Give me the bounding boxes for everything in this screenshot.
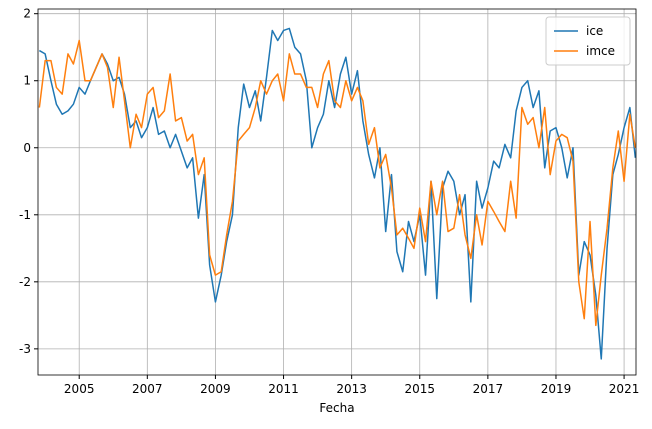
x-tick-label: 2013 [336, 382, 367, 396]
y-tick-label: 2 [23, 7, 31, 21]
x-tick-label: 2005 [64, 382, 95, 396]
x-tick-label: 2019 [541, 382, 572, 396]
plot-frame [37, 8, 637, 376]
y-tick-label: -1 [19, 208, 31, 222]
legend-box [545, 16, 631, 66]
data-line [38, 39, 637, 327]
y-tick-label: -3 [19, 342, 31, 356]
x-tick-label: 2007 [132, 382, 163, 396]
x-axis-label: Fecha [319, 401, 354, 415]
x-tick-label: 2021 [609, 382, 640, 396]
x-tick-label: 2011 [268, 382, 299, 396]
y-tick-label: -2 [19, 275, 31, 289]
legend: ice imce [545, 16, 631, 66]
y-tick-label: 1 [23, 74, 31, 88]
legend-label: ice [586, 24, 603, 38]
x-tick-label: 2015 [404, 382, 435, 396]
x-tick-label: 2017 [473, 382, 504, 396]
data-line [38, 27, 637, 360]
y-tick-label: 0 [23, 141, 31, 155]
legend-label: imce [586, 44, 615, 58]
x-tick-label: 2009 [200, 382, 231, 396]
